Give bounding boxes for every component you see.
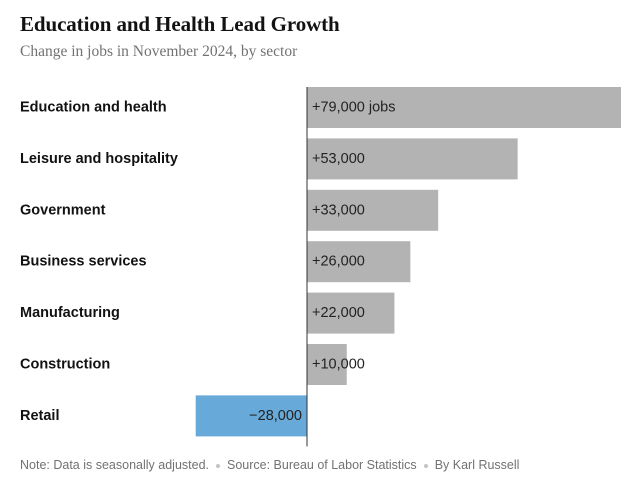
- category-label: Manufacturing: [20, 305, 120, 321]
- separator-dot-icon: [216, 463, 220, 468]
- bar-value-label: +33,000: [312, 202, 365, 218]
- category-label: Education and health: [20, 100, 167, 116]
- source-text: Source: Bureau of Labor Statistics: [227, 458, 417, 472]
- category-label: Construction: [20, 357, 110, 373]
- note-text: Note: Data is seasonally adjusted.: [20, 458, 209, 472]
- chart-footnote: Note: Data is seasonally adjusted. Source…: [20, 458, 519, 472]
- bar-chart: Education and health +79,000 jobs Leisure …: [20, 87, 621, 447]
- category-label: Government: [20, 202, 106, 218]
- bar: [307, 241, 411, 283]
- bar: [307, 344, 347, 385]
- category-label: Leisure and hospitality: [20, 151, 178, 167]
- bar: [307, 138, 518, 180]
- bar-value-label: +79,000 jobs: [312, 100, 395, 116]
- bar-value-label: +10,000: [312, 357, 365, 373]
- separator-dot-icon: [423, 463, 428, 468]
- bar-value-label: −28,000: [249, 408, 302, 424]
- chart-title: Education and Health Lead Growth: [20, 12, 340, 36]
- bar-value-label: +53,000: [312, 151, 365, 167]
- chart-subtitle: Change in jobs in November 2024, by sect…: [20, 43, 298, 60]
- category-label: Retail: [20, 408, 60, 424]
- bar: [307, 87, 621, 128]
- category-label: Business services: [20, 254, 147, 270]
- bar: [307, 292, 395, 334]
- bar-value-label: +26,000: [312, 254, 365, 270]
- bar: [307, 189, 439, 231]
- bar-value-label: +22,000: [312, 305, 365, 321]
- bar: [195, 395, 307, 437]
- credit-text: By Karl Russell: [434, 458, 520, 472]
